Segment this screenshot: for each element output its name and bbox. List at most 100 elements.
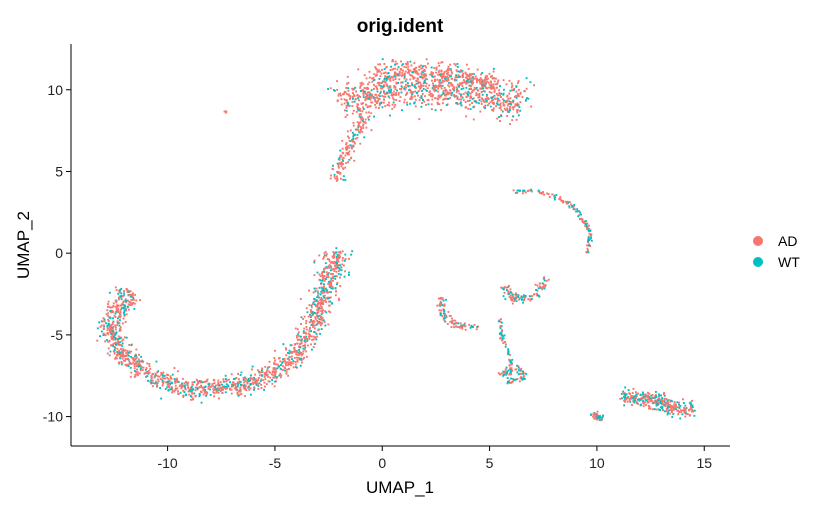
point-wt [515, 86, 518, 88]
point-ad [260, 387, 263, 389]
point-ad [508, 373, 511, 376]
point-ad [388, 101, 390, 104]
point-ad [118, 291, 121, 294]
point-wt [683, 402, 685, 404]
point-wt [639, 399, 642, 401]
x-tick-label: 5 [486, 455, 494, 471]
point-ad [484, 81, 487, 84]
point-wt [643, 395, 646, 398]
point-ad [388, 96, 391, 99]
point-ad [321, 311, 324, 314]
point-ad [146, 362, 149, 365]
point-ad [367, 83, 369, 86]
point-ad [517, 80, 520, 82]
point-ad [252, 383, 255, 385]
point-ad [407, 65, 410, 68]
point-wt [400, 85, 403, 88]
point-ad [120, 348, 122, 350]
point-ad [403, 101, 406, 104]
point-wt [523, 378, 526, 380]
point-ad [541, 288, 544, 291]
point-wt [512, 378, 515, 380]
point-ad [293, 357, 296, 359]
point-ad [111, 306, 114, 309]
point-ad [377, 81, 380, 84]
point-ad [464, 101, 467, 104]
point-ad [448, 74, 451, 77]
point-wt [397, 66, 400, 69]
point-ad [444, 313, 446, 315]
point-wt [310, 324, 313, 326]
point-ad [360, 118, 363, 121]
point-wt [115, 310, 118, 313]
point-ad [298, 350, 301, 353]
x-tick-label: 10 [589, 455, 605, 471]
point-wt [112, 329, 114, 332]
point-ad [135, 371, 137, 373]
point-ad [515, 296, 518, 299]
point-ad [303, 336, 306, 339]
point-ad [625, 396, 628, 399]
point-ad [397, 91, 400, 94]
point-ad [471, 91, 474, 93]
point-ad [121, 362, 124, 365]
point-wt [322, 287, 324, 290]
point-wt [439, 314, 442, 317]
point-ad [240, 393, 243, 395]
point-wt [506, 382, 509, 385]
point-ad [380, 72, 383, 75]
point-ad [341, 147, 344, 150]
point-ad [508, 284, 510, 287]
point-wt [259, 380, 262, 382]
point-wt [254, 380, 257, 383]
point-ad [305, 337, 308, 340]
point-ad [361, 130, 364, 133]
point-ad [523, 90, 526, 93]
point-wt [427, 103, 430, 106]
point-ad [457, 90, 460, 93]
point-ad [159, 378, 162, 380]
point-wt [282, 358, 284, 361]
point-ad [162, 380, 165, 383]
point-ad [337, 163, 340, 166]
point-ad [421, 77, 424, 80]
point-ad [377, 100, 380, 102]
point-wt [114, 312, 117, 315]
point-ad [177, 393, 180, 396]
point-ad [381, 87, 384, 90]
cluster-bottom-right [619, 386, 696, 420]
point-ad [525, 87, 528, 90]
point-ad [469, 96, 472, 99]
point-ad [161, 381, 164, 384]
point-ad [330, 174, 332, 177]
point-ad [288, 359, 291, 361]
point-ad [203, 390, 206, 393]
point-ad [487, 98, 490, 100]
point-ad [190, 396, 193, 398]
point-ad [100, 324, 103, 327]
point-ad [364, 91, 367, 94]
point-ad [484, 84, 486, 87]
point-ad [274, 359, 277, 362]
point-wt [319, 332, 321, 335]
point-ad [260, 371, 263, 374]
point-ad [283, 359, 286, 362]
point-ad [593, 412, 596, 415]
point-wt [622, 390, 625, 393]
point-ad [383, 63, 386, 65]
point-ad [318, 278, 321, 281]
point-ad [580, 217, 582, 220]
point-ad [676, 409, 679, 412]
point-ad [308, 289, 310, 292]
point-ad [478, 94, 481, 97]
point-wt [430, 66, 433, 69]
point-wt [509, 291, 512, 293]
point-ad [119, 327, 121, 330]
point-wt [372, 79, 375, 82]
point-ad [474, 75, 477, 78]
point-ad [464, 71, 467, 74]
point-ad [344, 154, 347, 157]
point-ad [130, 299, 133, 301]
point-ad [490, 91, 493, 94]
point-wt [125, 336, 128, 339]
